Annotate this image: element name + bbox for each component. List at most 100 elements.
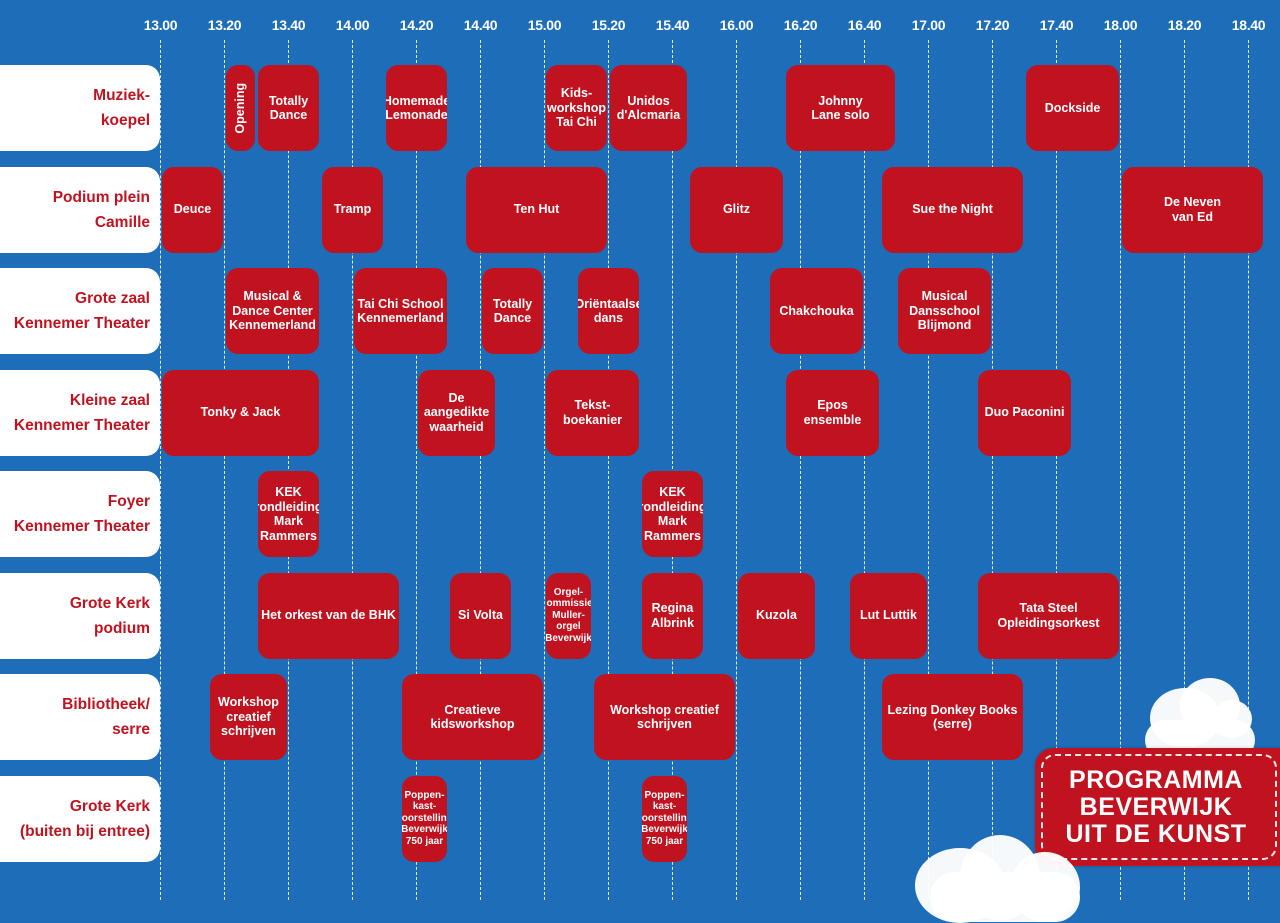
venue-name: Grote zaal Kennemer Theater — [13, 290, 150, 332]
event-block[interactable]: Oriëntaalse dans — [578, 268, 639, 354]
event-block[interactable]: Tonky & Jack — [162, 369, 319, 456]
time-tick: 14.20 — [399, 17, 434, 33]
event-block[interactable]: Kuzola — [738, 572, 815, 659]
venue-label: Grote Kerk podium — [0, 572, 160, 659]
event-block[interactable]: Ten Hut — [466, 166, 607, 253]
event-block[interactable]: Tata Steel Opleidingsorkest — [978, 572, 1119, 659]
event-title: Glitz — [722, 202, 751, 217]
venue-name: Kleine zaal Kennemer Theater — [13, 391, 150, 434]
event-title: Si Volta — [458, 608, 503, 623]
time-tick: 14.40 — [463, 17, 498, 33]
event-block[interactable]: Workshop creatief schrijven — [210, 674, 287, 760]
event-title: Lezing Donkey Books (serre) — [887, 702, 1018, 732]
event-block[interactable]: Lut Luttik — [850, 572, 927, 659]
time-tick: 17.20 — [975, 17, 1010, 33]
event-block[interactable]: Totally Dance — [258, 65, 319, 151]
time-gridline — [287, 40, 289, 900]
event-block[interactable]: KEK rondleiding Mark Rammers — [258, 471, 319, 557]
venue-name: Grote Kerk (buiten bij entree) — [19, 797, 150, 840]
venue-label: Kleine zaal Kennemer Theater — [0, 369, 160, 456]
time-tick: 18.00 — [1103, 17, 1138, 33]
venue-label: Muziek- koepel — [0, 65, 160, 151]
time-tick: 17.00 — [911, 17, 946, 33]
event-title: Totally Dance — [492, 296, 533, 326]
event-title: Orgel- commissie- Muller- orgel Beverwij… — [546, 586, 591, 644]
event-block[interactable]: Glitz — [690, 166, 783, 253]
event-block[interactable]: Tramp — [322, 166, 383, 253]
event-title: Creatieve kidsworkshop — [430, 702, 515, 732]
time-gridline — [223, 40, 225, 900]
event-title: Epos ensemble — [803, 398, 862, 427]
event-block[interactable]: Johnny Lane solo — [786, 65, 895, 151]
time-gridline — [991, 40, 993, 900]
event-block[interactable]: Deuce — [162, 166, 223, 253]
event-block[interactable]: Si Volta — [450, 572, 511, 659]
event-block[interactable]: Kids- workshop Tai Chi — [546, 65, 607, 151]
time-tick: 16.40 — [847, 17, 882, 33]
venue-name: Muziek- koepel — [93, 87, 150, 129]
event-title: Regina Albrink — [650, 601, 695, 630]
event-block[interactable]: De aangedikte waarheid — [418, 369, 495, 456]
event-title: KEK rondleiding Mark Rammers — [258, 485, 319, 543]
event-title: Johnny Lane solo — [811, 93, 870, 123]
event-block[interactable]: Musical & Dance Center Kennemerland — [226, 268, 319, 354]
venue-label: Foyer Kennemer Theater — [0, 471, 160, 557]
time-gridline — [735, 40, 737, 900]
event-block[interactable]: Het orkest van de BHK — [258, 572, 399, 659]
event-title: Totally Dance — [268, 93, 309, 123]
time-tick: 16.20 — [783, 17, 818, 33]
event-block[interactable]: Tai Chi School Kennemerland — [354, 268, 447, 354]
event-block[interactable]: Epos ensemble — [786, 369, 879, 456]
event-title: Sue the Night — [912, 202, 993, 217]
time-tick: 15.40 — [655, 17, 690, 33]
event-block[interactable]: Opening — [226, 65, 255, 151]
event-title: Dockside — [1044, 100, 1101, 115]
time-gridline — [351, 40, 353, 900]
event-title: Musical & Dance Center Kennemerland — [229, 289, 316, 333]
time-tick: 16.00 — [719, 17, 754, 33]
event-block[interactable]: De Neven van Ed — [1122, 166, 1263, 253]
venue-name: Foyer Kennemer Theater — [13, 493, 150, 535]
event-block[interactable]: KEK rondleiding Mark Rammers — [642, 471, 703, 557]
event-title: Duo Paconini — [984, 405, 1065, 420]
time-tick: 18.40 — [1231, 17, 1266, 33]
event-title: Kuzola — [756, 608, 797, 623]
event-block[interactable]: Workshop creatief schrijven — [594, 674, 735, 760]
event-block[interactable]: Regina Albrink — [642, 572, 703, 659]
time-tick: 13.40 — [271, 17, 306, 33]
time-tick: 17.40 — [1039, 17, 1074, 33]
event-title: Poppen- kast- voorstelling Beverwijk 750… — [642, 789, 687, 847]
event-block[interactable]: Unidos d'Alcmaria — [610, 65, 687, 151]
venue-name: Grote Kerk podium — [69, 594, 150, 637]
time-gridline — [863, 40, 865, 900]
time-gridline — [671, 40, 673, 900]
event-block[interactable]: Homemade Lemonade — [386, 65, 447, 151]
event-block[interactable]: Musical Dansschool Blijmond — [898, 268, 991, 354]
event-block[interactable]: Totally Dance — [482, 268, 543, 354]
event-title: Kids- workshop Tai Chi — [546, 86, 607, 130]
event-block[interactable]: Dockside — [1026, 65, 1119, 151]
time-tick: 15.20 — [591, 17, 626, 33]
event-block[interactable]: Chakchouka — [770, 268, 863, 354]
event-block[interactable]: Tekst- boekanier — [546, 369, 639, 456]
event-block[interactable]: Orgel- commissie- Muller- orgel Beverwij… — [546, 572, 591, 659]
event-title: Ten Hut — [513, 202, 560, 217]
event-block[interactable]: Sue the Night — [882, 166, 1023, 253]
event-title: Chakchouka — [779, 303, 854, 318]
event-block[interactable]: Poppen- kast- voorstelling Beverwijk 750… — [402, 775, 447, 862]
time-gridline — [1247, 40, 1249, 900]
time-gridline — [799, 40, 801, 900]
event-block[interactable]: Duo Paconini — [978, 369, 1071, 456]
event-block[interactable]: Poppen- kast- voorstelling Beverwijk 750… — [642, 775, 687, 862]
time-gridline — [543, 40, 545, 900]
event-title: Tai Chi School Kennemerland — [357, 296, 444, 326]
badge-title: PROGRAMMA BEVERWIJK UIT DE KUNST — [1065, 766, 1247, 848]
event-title: Oriëntaalse dans — [578, 296, 639, 326]
venue-name: Podium plein Camille — [52, 188, 150, 231]
event-title: Het orkest van de BHK — [261, 608, 396, 623]
event-block[interactable]: Creatieve kidsworkshop — [402, 674, 543, 760]
event-block[interactable]: Lezing Donkey Books (serre) — [882, 674, 1023, 760]
venue-label: Bibliotheek/ serre — [0, 674, 160, 760]
time-gridline — [927, 40, 929, 900]
